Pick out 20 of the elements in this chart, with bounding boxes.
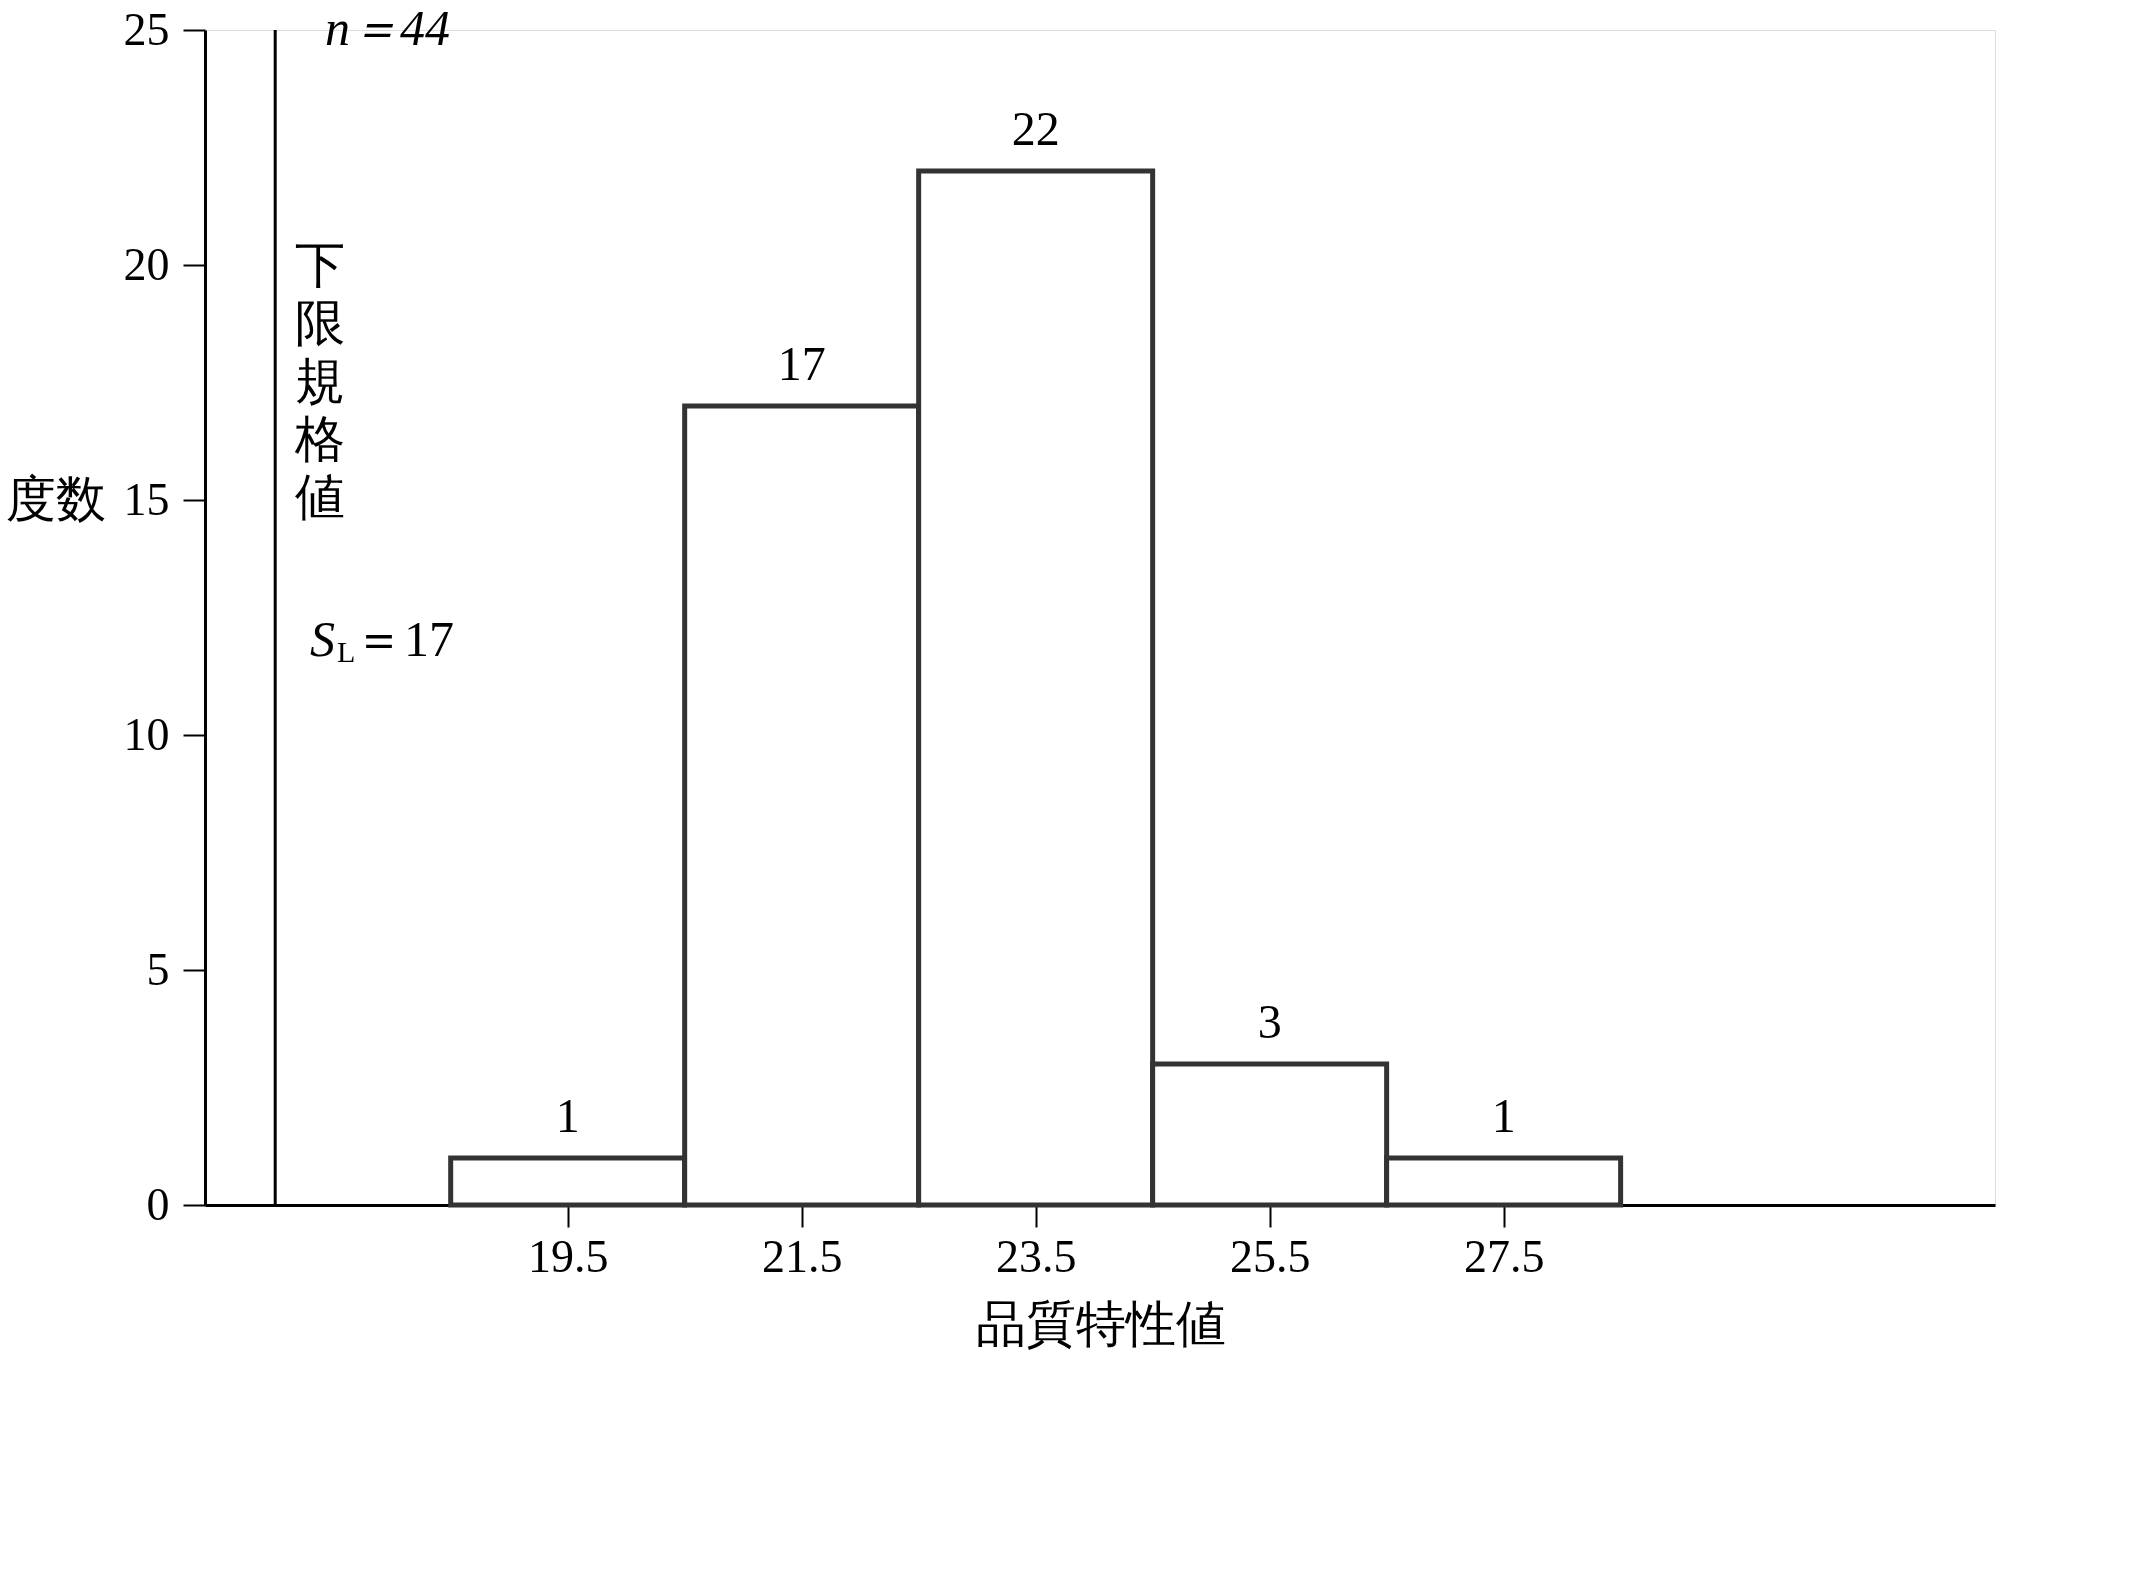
- x-axis-title: 品質特性値: [975, 1295, 1226, 1352]
- x-tick-label: 19.5: [527, 1230, 609, 1282]
- y-tick-label: 10: [123, 708, 170, 760]
- x-tick-label: 25.5: [1229, 1230, 1311, 1282]
- y-tick-label: 20: [123, 238, 170, 290]
- ref-line-label: 下限規格値: [294, 236, 346, 525]
- data-label: 3: [1257, 995, 1282, 1048]
- x-tick-label: 21.5: [761, 1230, 843, 1282]
- y-tick-label: 5: [146, 943, 170, 995]
- data-label: 22: [1011, 102, 1060, 155]
- y-tick-label: 25: [123, 3, 170, 55]
- y-tick-label: 0: [146, 1178, 170, 1230]
- x-tick-label: 27.5: [1463, 1230, 1545, 1282]
- x-tick-label: 23.5: [995, 1230, 1077, 1282]
- data-label: 1: [555, 1089, 580, 1142]
- y-tick-label: 15: [123, 473, 170, 525]
- annotation: n＝44: [325, 0, 450, 56]
- data-label: 1: [1491, 1089, 1516, 1142]
- y-axis-title: 度数: [5, 470, 106, 527]
- data-label: 17: [777, 337, 826, 390]
